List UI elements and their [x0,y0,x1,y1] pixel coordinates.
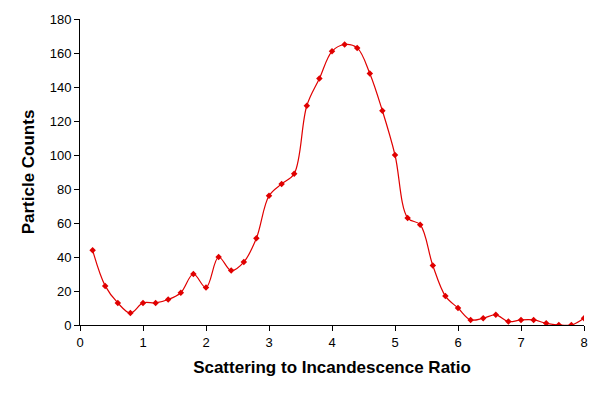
svg-text:180: 180 [50,12,72,27]
svg-text:100: 100 [50,148,72,163]
svg-text:0: 0 [64,318,71,333]
svg-text:8: 8 [580,335,587,350]
svg-text:140: 140 [50,80,72,95]
svg-text:0: 0 [76,335,83,350]
svg-text:60: 60 [57,216,71,231]
svg-text:160: 160 [50,46,72,61]
svg-text:5: 5 [391,335,398,350]
svg-text:40: 40 [57,250,71,265]
svg-text:1: 1 [139,335,146,350]
svg-text:2: 2 [202,335,209,350]
svg-text:Scattering to Incandescence Ra: Scattering to Incandescence Ratio [193,358,471,377]
svg-text:120: 120 [50,114,72,129]
svg-text:6: 6 [454,335,461,350]
svg-text:3: 3 [265,335,272,350]
svg-text:7: 7 [517,335,524,350]
svg-text:4: 4 [328,335,335,350]
svg-text:Particle Counts: Particle Counts [19,110,38,235]
svg-text:20: 20 [57,284,71,299]
svg-text:80: 80 [57,182,71,197]
